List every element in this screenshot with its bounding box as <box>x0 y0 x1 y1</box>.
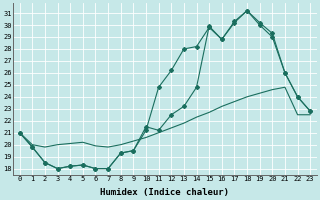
X-axis label: Humidex (Indice chaleur): Humidex (Indice chaleur) <box>100 188 229 197</box>
